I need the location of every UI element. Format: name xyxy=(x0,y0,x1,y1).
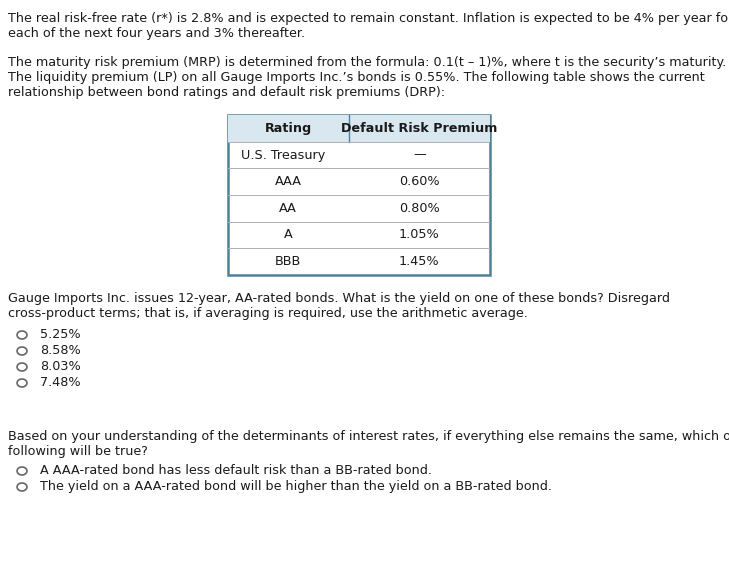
Text: 5.25%: 5.25% xyxy=(40,328,81,341)
Text: following will be true?: following will be true? xyxy=(8,445,148,458)
Text: 8.58%: 8.58% xyxy=(40,344,81,357)
Text: A: A xyxy=(284,228,292,241)
Text: The real risk-free rate (r*) is 2.8% and is expected to remain constant. Inflati: The real risk-free rate (r*) is 2.8% and… xyxy=(8,12,729,25)
Text: AA: AA xyxy=(279,202,297,215)
FancyBboxPatch shape xyxy=(228,115,490,141)
Text: 8.03%: 8.03% xyxy=(40,360,81,373)
Text: Default Risk Premium: Default Risk Premium xyxy=(341,122,497,135)
Text: 7.48%: 7.48% xyxy=(40,376,81,389)
Text: Rating: Rating xyxy=(265,122,312,135)
Text: each of the next four years and 3% thereafter.: each of the next four years and 3% there… xyxy=(8,27,305,40)
Text: U.S. Treasury: U.S. Treasury xyxy=(241,149,325,161)
Text: relationship between bond ratings and default risk premiums (DRP):: relationship between bond ratings and de… xyxy=(8,86,445,99)
Text: A AAA-rated bond has less default risk than a BB-rated bond.: A AAA-rated bond has less default risk t… xyxy=(40,464,432,477)
Text: 1.45%: 1.45% xyxy=(399,255,440,268)
Text: The liquidity premium (LP) on all Gauge Imports Inc.’s bonds is 0.55%. The follo: The liquidity premium (LP) on all Gauge … xyxy=(8,71,705,84)
Text: The yield on a AAA-rated bond will be higher than the yield on a BB-rated bond.: The yield on a AAA-rated bond will be hi… xyxy=(40,480,552,493)
Text: AAA: AAA xyxy=(275,175,302,188)
Text: Gauge Imports Inc. issues 12-year, AA-rated bonds. What is the yield on one of t: Gauge Imports Inc. issues 12-year, AA-ra… xyxy=(8,292,670,305)
Text: 1.05%: 1.05% xyxy=(399,228,440,241)
Text: 0.80%: 0.80% xyxy=(399,202,440,215)
Text: BBB: BBB xyxy=(275,255,301,268)
Text: The maturity risk premium (MRP) is determined from the formula: 0.1(t – 1)%, whe: The maturity risk premium (MRP) is deter… xyxy=(8,56,726,69)
Text: —: — xyxy=(413,149,426,161)
Text: Based on your understanding of the determinants of interest rates, if everything: Based on your understanding of the deter… xyxy=(8,430,729,443)
Text: 0.60%: 0.60% xyxy=(399,175,440,188)
Text: cross-product terms; that is, if averaging is required, use the arithmetic avera: cross-product terms; that is, if averagi… xyxy=(8,307,528,320)
